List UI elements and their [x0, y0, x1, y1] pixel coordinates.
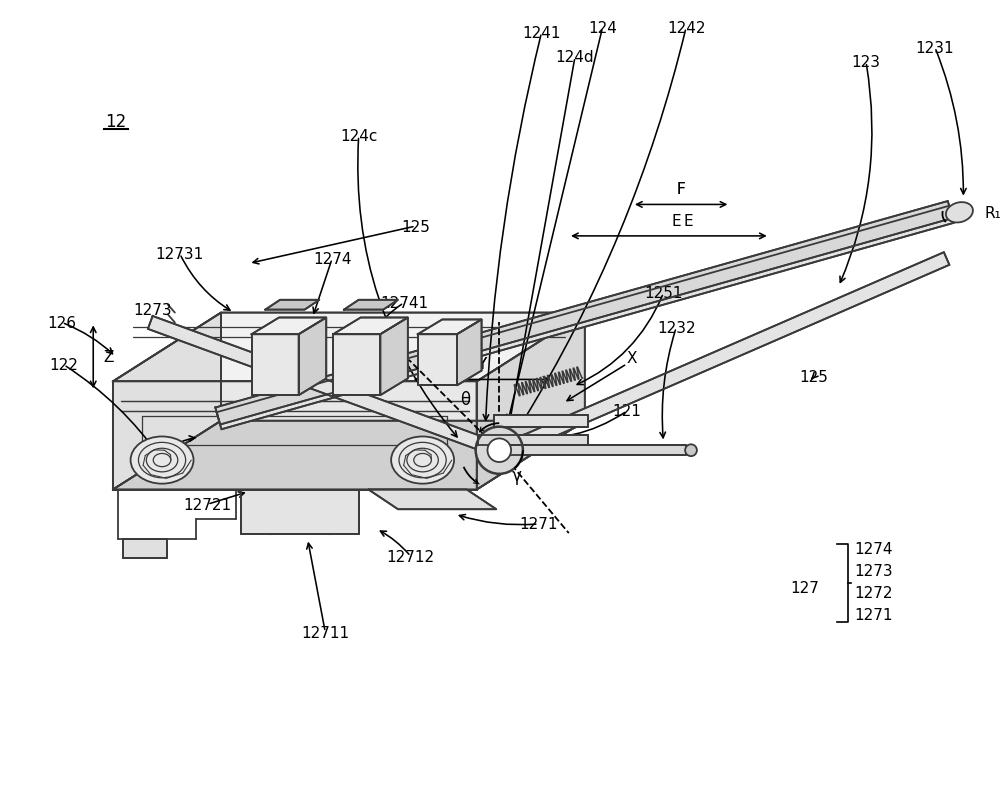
- Text: 127: 127: [790, 581, 819, 595]
- Text: 1273: 1273: [854, 564, 893, 578]
- Text: Y: Y: [477, 357, 486, 371]
- Text: γ: γ: [512, 466, 522, 484]
- Polygon shape: [380, 318, 408, 396]
- Text: 12712: 12712: [387, 549, 435, 564]
- Text: 12721: 12721: [183, 497, 231, 513]
- Polygon shape: [252, 335, 299, 396]
- Polygon shape: [265, 300, 319, 311]
- Polygon shape: [215, 202, 953, 425]
- Text: 126: 126: [47, 315, 76, 331]
- Text: 1232: 1232: [657, 320, 696, 336]
- Ellipse shape: [685, 444, 697, 457]
- Text: 125: 125: [401, 219, 430, 234]
- Ellipse shape: [946, 203, 973, 223]
- Polygon shape: [148, 316, 502, 457]
- Polygon shape: [299, 318, 326, 396]
- Text: 123: 123: [852, 55, 881, 71]
- Text: 12711: 12711: [301, 624, 349, 640]
- Text: E: E: [671, 213, 681, 229]
- Text: X: X: [627, 351, 637, 366]
- Polygon shape: [418, 320, 482, 335]
- Text: 1274: 1274: [313, 251, 351, 267]
- Text: 124d: 124d: [556, 50, 594, 66]
- Text: 124c: 124c: [340, 129, 377, 144]
- Ellipse shape: [476, 427, 523, 474]
- Polygon shape: [492, 253, 949, 462]
- Text: 1241: 1241: [522, 26, 561, 41]
- Text: Y: Y: [477, 357, 487, 371]
- Text: 1274: 1274: [854, 542, 893, 556]
- Polygon shape: [418, 335, 457, 386]
- Polygon shape: [478, 436, 588, 446]
- Text: F: F: [677, 182, 686, 197]
- Polygon shape: [333, 318, 408, 335]
- Text: 121: 121: [613, 404, 642, 419]
- Text: 1272: 1272: [854, 586, 893, 600]
- Text: R₂: R₂: [424, 468, 441, 483]
- Text: 12: 12: [105, 113, 126, 131]
- Text: θ: θ: [460, 391, 470, 409]
- Polygon shape: [113, 313, 221, 490]
- Text: 12741: 12741: [380, 296, 428, 311]
- Polygon shape: [123, 539, 167, 559]
- Text: 1271: 1271: [519, 517, 558, 532]
- Text: 1272: 1272: [146, 447, 184, 462]
- Text: 125: 125: [799, 370, 828, 384]
- Text: 12731: 12731: [156, 247, 204, 262]
- Text: 1271: 1271: [854, 607, 893, 622]
- Polygon shape: [217, 207, 954, 430]
- Polygon shape: [494, 415, 588, 427]
- Polygon shape: [333, 335, 380, 396]
- Polygon shape: [252, 318, 326, 335]
- Polygon shape: [369, 490, 496, 509]
- Text: 122: 122: [49, 358, 78, 373]
- Text: 1251: 1251: [644, 286, 683, 301]
- Polygon shape: [113, 421, 585, 490]
- Text: 1273: 1273: [133, 303, 172, 318]
- Polygon shape: [494, 446, 686, 456]
- Polygon shape: [477, 313, 585, 490]
- Ellipse shape: [487, 439, 511, 462]
- Text: F: F: [677, 182, 686, 197]
- Polygon shape: [344, 300, 398, 311]
- Polygon shape: [113, 313, 585, 382]
- Polygon shape: [113, 382, 477, 490]
- Text: Z: Z: [104, 350, 114, 365]
- Text: E: E: [684, 213, 693, 229]
- Text: 1242: 1242: [667, 21, 705, 36]
- Ellipse shape: [131, 437, 194, 484]
- Text: 124: 124: [588, 21, 617, 36]
- Text: 1231: 1231: [916, 41, 954, 56]
- Text: R₁: R₁: [984, 205, 1000, 221]
- Ellipse shape: [391, 437, 454, 484]
- Polygon shape: [457, 320, 482, 386]
- Polygon shape: [241, 490, 359, 534]
